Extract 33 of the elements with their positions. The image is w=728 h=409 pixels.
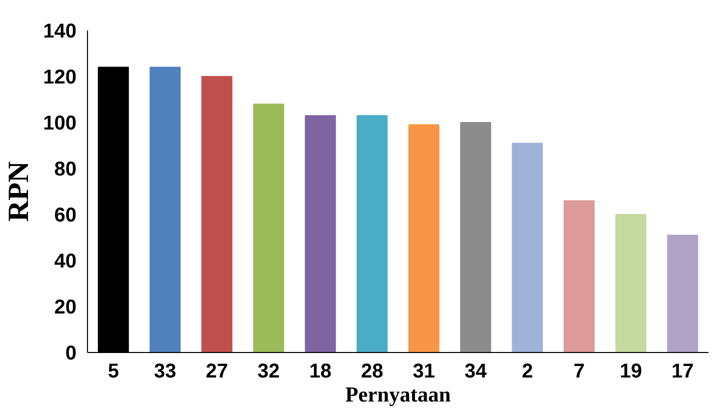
- x-tick-label: 7: [574, 360, 585, 382]
- x-tick-label: 33: [154, 360, 176, 382]
- bar: [408, 124, 440, 352]
- x-tick-label: 19: [620, 360, 642, 382]
- bar: [564, 200, 595, 352]
- bar: [615, 214, 646, 352]
- x-tick-label: 5: [108, 360, 119, 382]
- bar: [460, 122, 492, 352]
- y-tick-label: 100: [43, 112, 77, 134]
- x-axis-title: Pernyataan: [345, 382, 451, 406]
- x-tick-label: 28: [361, 360, 384, 382]
- bar: [304, 115, 336, 352]
- bar: [150, 66, 181, 352]
- x-tick-label: 27: [206, 360, 228, 382]
- bar: [201, 76, 232, 352]
- y-tick-label: 0: [65, 342, 76, 364]
- x-tick-label: 32: [258, 360, 280, 382]
- x-tick-label: 17: [672, 360, 694, 382]
- y-tick-label: 40: [54, 250, 77, 272]
- y-tick-label: 120: [43, 66, 77, 88]
- bar: [253, 104, 284, 352]
- y-tick-label: 60: [54, 204, 77, 226]
- x-tick-label: 18: [309, 360, 332, 382]
- x-tick-label: 34: [464, 360, 488, 382]
- bar: [356, 115, 388, 352]
- y-tick-label: 140: [43, 20, 77, 42]
- y-tick-label: 80: [54, 158, 77, 180]
- y-axis-title: RPN: [3, 161, 36, 222]
- bar: [512, 142, 543, 352]
- x-tick-label: 31: [412, 360, 435, 382]
- y-tick-label: 20: [54, 296, 77, 318]
- x-tick-label: 2: [522, 360, 533, 382]
- bar: [667, 234, 698, 352]
